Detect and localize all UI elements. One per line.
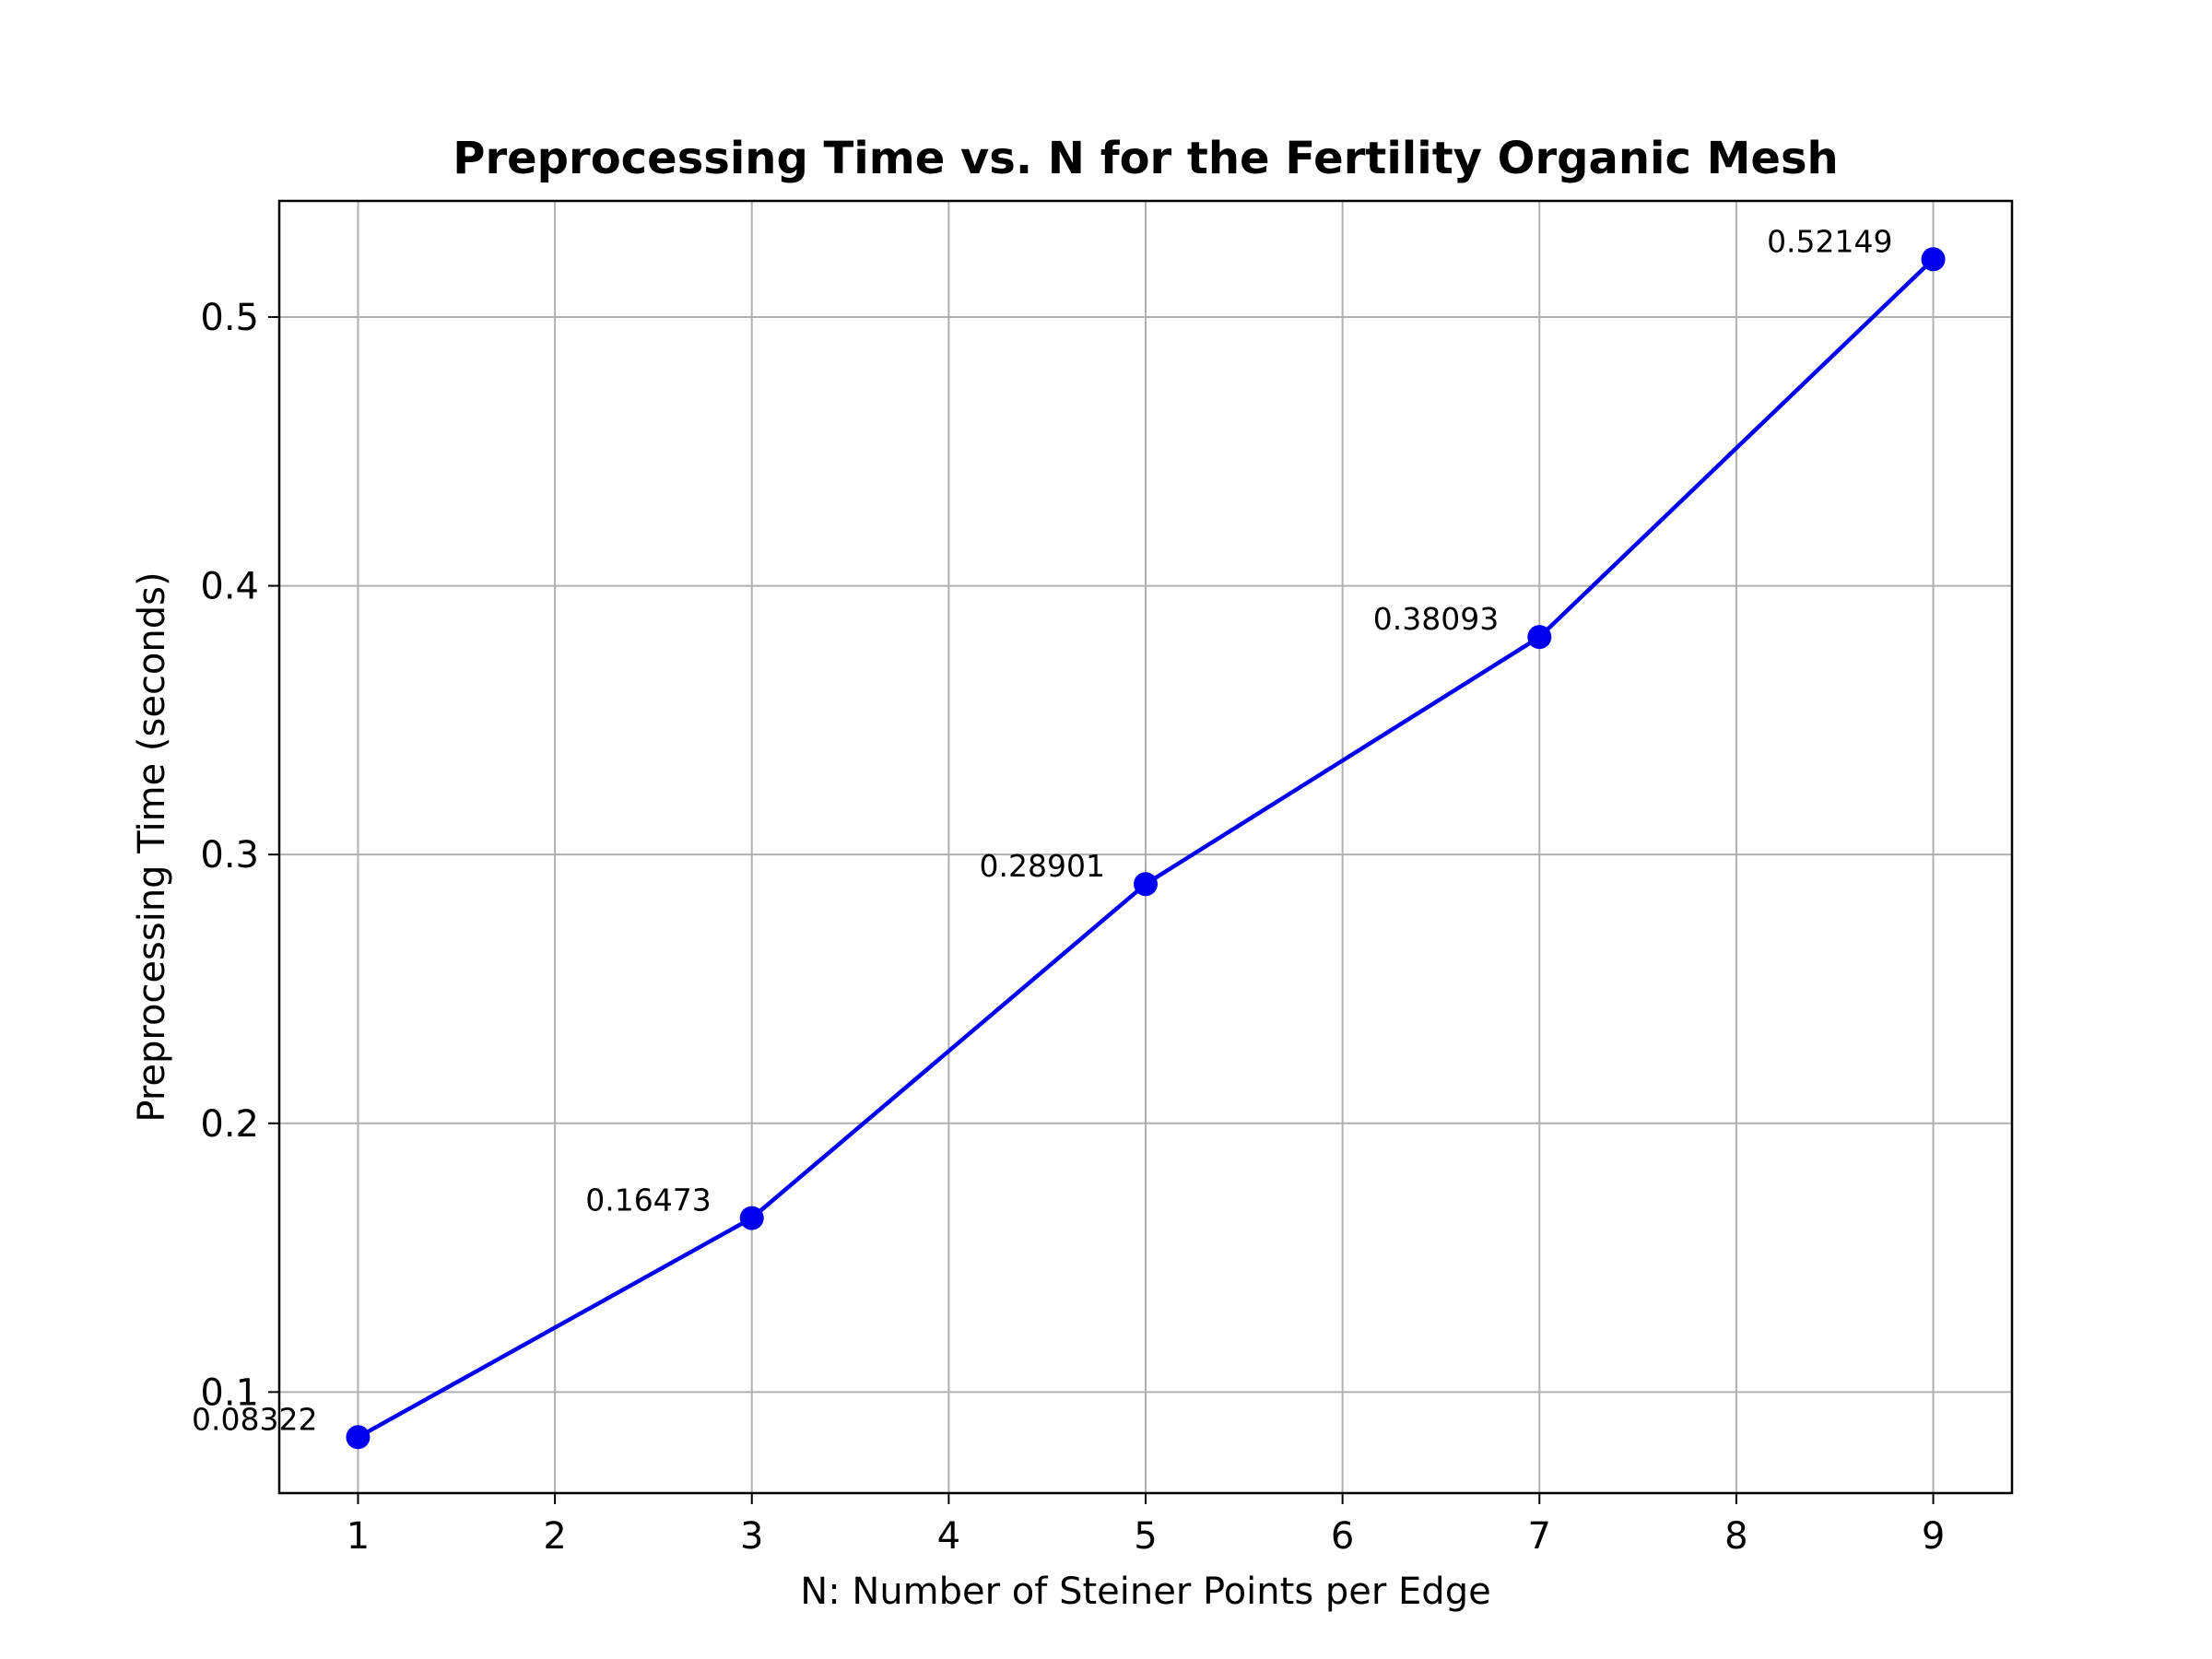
data-label: 0.08322 — [192, 1401, 317, 1437]
x-tick-label: 6 — [1331, 1515, 1354, 1558]
y-tick-label: 0.3 — [200, 834, 259, 877]
chart-title: Preprocessing Time vs. N for the Fertili… — [453, 133, 1838, 184]
data-point — [346, 1425, 371, 1450]
data-point — [1134, 872, 1158, 897]
series-layer — [346, 247, 1946, 1450]
data-label: 0.52149 — [1767, 223, 1892, 259]
x-tick-label: 5 — [1134, 1515, 1157, 1558]
data-label: 0.16473 — [585, 1182, 711, 1218]
data-point — [739, 1206, 764, 1230]
y-tick-label: 0.2 — [200, 1103, 259, 1146]
x-tick-label: 2 — [543, 1515, 566, 1558]
y-tick-label: 0.4 — [200, 566, 259, 608]
data-point — [1527, 625, 1552, 650]
x-tick-label: 3 — [740, 1515, 763, 1558]
y-tick-label: 0.5 — [200, 297, 259, 339]
data-label: 0.38093 — [1373, 601, 1499, 637]
data-label-layer: 0.08322 0.16473 0.28901 0.38093 0.52149 — [192, 223, 1893, 1437]
x-tick-label: 1 — [347, 1515, 370, 1558]
x-axis-label: N: Number of Steiner Points per Edge — [800, 1571, 1490, 1613]
x-tick-label: 9 — [1922, 1515, 1945, 1558]
y-axis-label: Preprocessing Time (seconds) — [131, 571, 173, 1122]
y-tick-label: 0.1 — [200, 1371, 259, 1414]
data-label: 0.28901 — [980, 848, 1105, 884]
data-point — [1921, 247, 1946, 272]
x-tick-label: 4 — [937, 1515, 960, 1558]
x-tick-label: 7 — [1528, 1515, 1551, 1558]
tick-layer: 1 2 3 4 5 6 7 8 9 0.1 0.2 0.3 0.4 0.5 — [200, 297, 1945, 1558]
grid-layer — [279, 201, 2012, 1493]
x-tick-label: 8 — [1724, 1515, 1747, 1558]
